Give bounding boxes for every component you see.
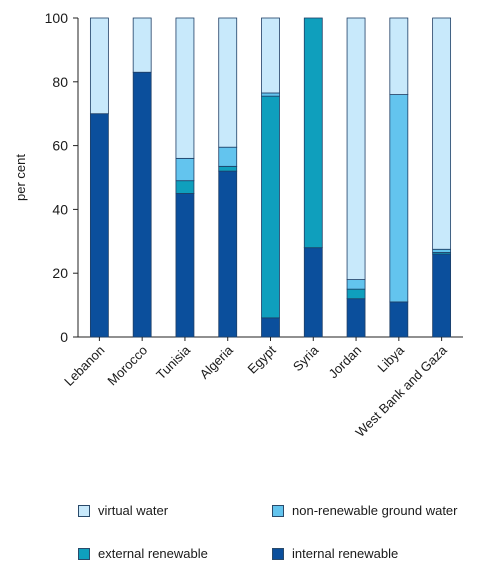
bar-segment: [218, 170, 238, 338]
x-tick-label: Libya: [374, 342, 407, 375]
y-tick-label: 20: [52, 265, 68, 281]
x-tick-label: Algeria: [197, 342, 237, 382]
x-tick-label: Jordan: [325, 343, 364, 382]
bar-segment: [303, 247, 323, 338]
legend-item-external-renewable: external renewable: [78, 546, 208, 561]
legend-item-non-renewable-ground-water: non-renewable ground water: [272, 503, 458, 518]
bar-segment: [218, 165, 238, 172]
x-tick-label: Tunisia: [153, 342, 193, 382]
x-tick-label: Lebanon: [61, 343, 107, 389]
bar-segment: [303, 17, 323, 249]
legend-item-internal-renewable: internal renewable: [272, 546, 398, 561]
y-tick-label: 60: [52, 138, 68, 154]
bar-segment: [389, 94, 409, 303]
bar-segment: [261, 17, 280, 94]
x-tick-label: Egypt: [245, 342, 279, 376]
bar-segment: [89, 113, 109, 338]
bar-segment: [346, 298, 366, 338]
bar-segment: [218, 146, 238, 167]
bar-segment: [389, 301, 409, 338]
legend-label: virtual water: [98, 503, 169, 518]
bar-segment: [132, 17, 152, 73]
legend-label: external renewable: [98, 546, 208, 561]
bar-segment: [175, 180, 195, 194]
legend-label: non-renewable ground water: [292, 503, 458, 518]
bar-segment: [432, 17, 452, 250]
bar-segment: [389, 17, 409, 95]
legend-swatch-internal-renewable: [272, 547, 284, 560]
y-tick-label: 80: [52, 74, 68, 90]
legend-swatch-virtual-water: [78, 504, 90, 517]
bar-segment: [175, 17, 195, 159]
y-tick-label: 40: [52, 201, 68, 217]
bar-segment: [261, 95, 280, 319]
bar-segment: [346, 288, 366, 300]
bar-segment: [432, 253, 452, 338]
bar-segment: [175, 157, 195, 182]
bar-segment: [89, 17, 109, 115]
legend-swatch-non-renewable-ground-water: [272, 504, 284, 517]
bar-segment: [261, 92, 280, 97]
bar-segment: [346, 17, 366, 280]
legend-swatch-external-renewable: [78, 547, 90, 560]
bar-segment: [346, 279, 366, 290]
y-axis-label: per cent: [13, 154, 28, 201]
bar-segment: [132, 71, 152, 338]
y-tick-label: 100: [45, 10, 69, 26]
bar-segment: [432, 248, 452, 253]
bar-segment: [261, 317, 280, 338]
y-tick-label: 0: [60, 329, 68, 345]
legend-item-virtual-water: virtual water: [78, 503, 168, 518]
x-tick-label: Syria: [290, 342, 322, 374]
bar-segment: [175, 193, 195, 338]
bar-segment: [218, 17, 238, 148]
legend-label: internal renewable: [292, 546, 399, 561]
x-tick-label: Morocco: [104, 343, 150, 389]
